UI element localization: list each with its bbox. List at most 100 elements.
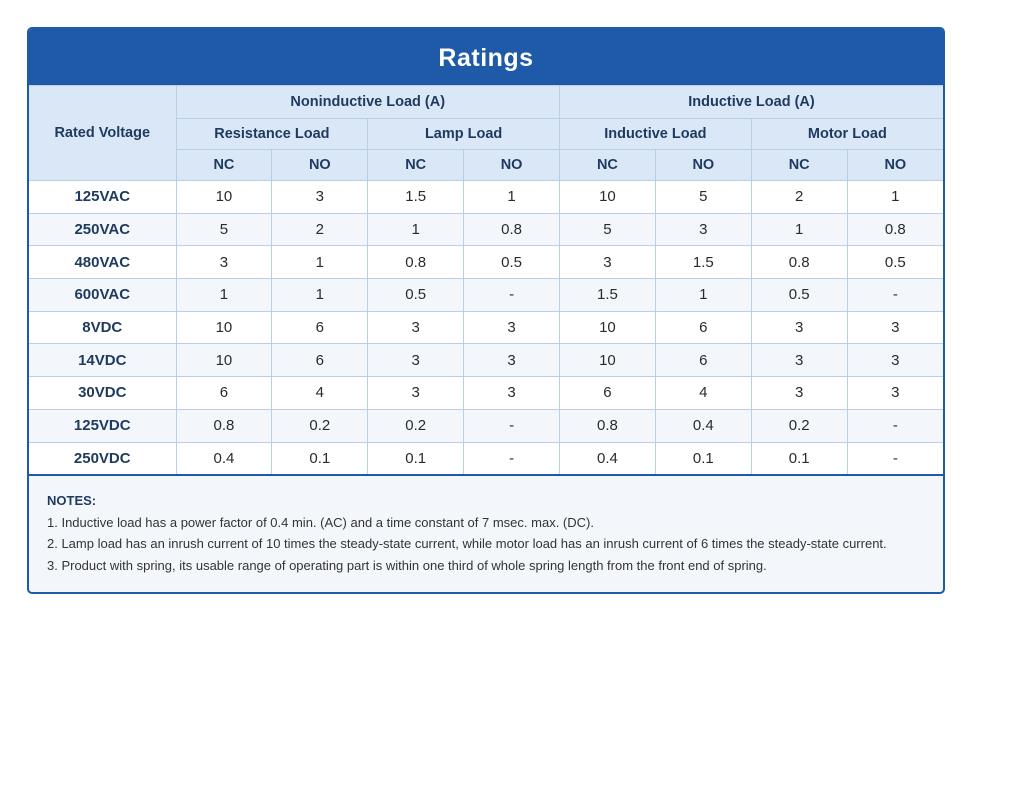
voltage-cell: 600VAC (29, 278, 177, 312)
value-cell: 3 (846, 343, 943, 378)
value-cell: 6 (175, 376, 273, 410)
value-cell: 3 (367, 376, 465, 410)
note-item: 1. Inductive load has a power factor of … (47, 514, 594, 530)
value-cell: 0.1 (654, 441, 752, 477)
value-cell: 0.5 (846, 245, 943, 280)
data-row: 8VDC 10 6 3 3 10 6 3 3 (29, 310, 943, 345)
note-item: 3. Product with spring, its usable range… (47, 557, 767, 573)
contact-header: NC (176, 149, 273, 181)
value-cell: 3 (463, 343, 560, 378)
value-cell: 3 (463, 310, 560, 345)
contact-header: NC (559, 149, 656, 181)
value-cell: 5 (175, 212, 273, 247)
contact-header: NO (463, 149, 560, 181)
voltage-cell: 125VDC (29, 408, 177, 443)
value-cell: 3 (463, 376, 560, 410)
value-cell: 5 (559, 212, 656, 247)
value-cell: 0.2 (367, 408, 465, 443)
data-row: 125VDC 0.8 0.2 0.2-0.8 0.4 0.2- (29, 408, 943, 443)
value-cell: 10 (175, 180, 273, 214)
table-header: Rated Voltage Noninductive Load (A) Induct… (29, 85, 943, 181)
value-cell: 1.5 (559, 278, 656, 312)
subgroup-header: Resistance Load (176, 118, 369, 150)
value-cell: 0.2 (750, 408, 848, 443)
ratings-table: Rated Voltage Noninductive Load (A) Induct… (29, 85, 943, 477)
voltage-cell: 125VAC (29, 180, 177, 214)
value-cell: - (463, 441, 560, 477)
data-row: 250VAC 5 2 1 0.8 5 3 1 0.8 (29, 212, 943, 247)
value-cell: 3 (654, 212, 752, 247)
data-row: 250VDC 0.4 0.1 0.1-0.4 0.1 0.1- (29, 441, 943, 477)
value-cell: 1 (271, 278, 369, 312)
value-cell: 0.4 (175, 441, 273, 477)
contact-header: NC (367, 149, 465, 181)
value-cell: 4 (654, 376, 752, 410)
value-cell: 0.8 (367, 245, 465, 280)
value-cell: 0.1 (271, 441, 369, 477)
contact-header: NO (654, 149, 752, 181)
voltage-cell: 250VAC (29, 212, 177, 247)
contact-header: NC (750, 149, 848, 181)
rated-voltage-header: Rated Voltage (29, 85, 177, 181)
value-cell: 6 (271, 310, 369, 345)
value-cell: 10 (559, 310, 656, 345)
value-cell: 0.4 (559, 441, 656, 477)
value-cell: 0.8 (750, 245, 848, 280)
table-body: 125VAC 10 3 1.5 1 10 5 2 1 250VAC 5 2 1 0.8 5 3 1 0.8 480V… (29, 180, 943, 477)
value-cell: 0.5 (750, 278, 848, 312)
data-row: 14VDC 10 6 3 3 10 6 3 3 (29, 343, 943, 378)
header-row: NC NO NC NO NC NO NC NO (29, 149, 943, 181)
header-row: Rated Voltage Noninductive Load (A) Induct… (29, 85, 943, 181)
voltage-cell: 250VDC (29, 441, 177, 477)
value-cell: - (846, 278, 943, 312)
value-cell: 3 (750, 343, 848, 378)
value-cell: 3 (271, 180, 369, 214)
data-row: 600VAC 1 1 0.5-1.5 1 0.5- (29, 278, 943, 312)
value-cell: 10 (175, 343, 273, 378)
data-row: 125VAC 10 3 1.5 1 10 5 2 1 (29, 180, 943, 214)
value-cell: 10 (559, 343, 656, 378)
value-cell: 0.5 (463, 245, 560, 280)
group-header: Noninductive Load (A) (175, 85, 560, 119)
card-title: Ratings (29, 29, 943, 85)
value-cell: 3 (175, 245, 273, 280)
value-cell: 3 (750, 376, 848, 410)
value-cell: 0.8 (175, 408, 273, 443)
value-cell: 1 (750, 212, 848, 247)
value-cell: 1.5 (367, 180, 465, 214)
value-cell: 0.5 (367, 278, 465, 312)
notes-heading: NOTES: (47, 493, 97, 509)
subgroup-header: Lamp Load (367, 118, 560, 150)
subgroup-header: Inductive Load (559, 118, 752, 150)
value-cell: - (463, 408, 560, 443)
value-cell: 0.8 (559, 408, 656, 443)
value-cell: 1 (463, 180, 560, 214)
ratings-card: Ratings Rated Voltage Noninductive Load (… (27, 27, 945, 595)
value-cell: 1 (654, 278, 752, 312)
value-cell: 1 (175, 278, 273, 312)
value-cell: 0.1 (367, 441, 465, 477)
value-cell: 6 (271, 343, 369, 378)
value-cell: 1 (846, 180, 943, 214)
note-item: 2. Lamp load has an inrush current of 10… (47, 536, 887, 552)
value-cell: 2 (750, 180, 848, 214)
value-cell: 3 (750, 310, 848, 345)
value-cell: 10 (175, 310, 273, 345)
contact-header: NO (271, 149, 369, 181)
value-cell: 3 (367, 343, 465, 378)
value-cell: - (846, 408, 943, 443)
value-cell: 1 (271, 245, 369, 280)
value-cell: 1.5 (654, 245, 752, 280)
value-cell: 0.8 (846, 212, 943, 247)
voltage-cell: 30VDC (29, 376, 177, 410)
voltage-cell: 480VAC (29, 245, 177, 280)
value-cell: 1 (367, 212, 465, 247)
group-header: Inductive Load (A) (559, 85, 943, 119)
value-cell: 0.8 (463, 212, 560, 247)
notes: NOTES: 1. Inductive load has a power fac… (29, 476, 943, 592)
value-cell: 3 (559, 245, 656, 280)
value-cell: 6 (654, 343, 752, 378)
value-cell: 10 (559, 180, 656, 214)
